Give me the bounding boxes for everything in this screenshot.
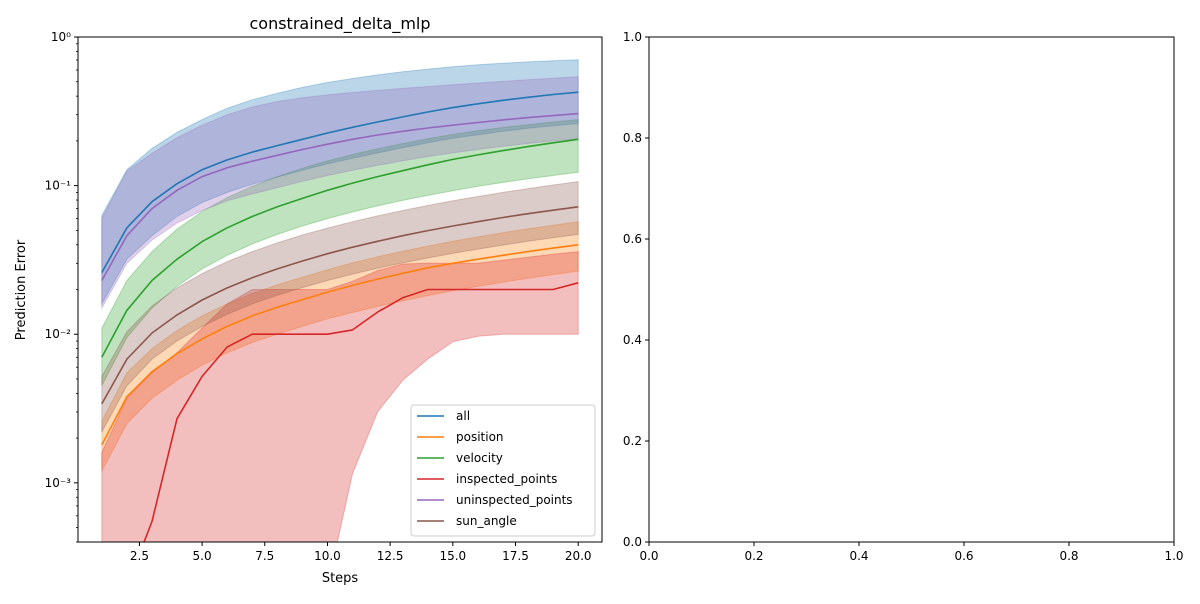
legend-label-position: position — [456, 430, 504, 444]
x-tick-label: 0.0 — [639, 549, 658, 563]
legend-label-sun_angle: sun_angle — [456, 514, 517, 528]
line-inspected_points — [143, 282, 579, 542]
y-tick-label: 0.2 — [623, 434, 642, 448]
right-axes-frame — [648, 36, 1175, 543]
left-axes: 2.5 5.0 7.5 10.0 12.5 15.0 17.5 20.0 10⁻³10⁻²10… — [14, 14, 603, 586]
x-tick-label: 20.0 — [565, 549, 592, 563]
band-sun_angle — [101, 181, 579, 433]
x-axis-label: Steps — [322, 571, 359, 586]
y-tick-label: 10⁻³ — [45, 476, 72, 490]
x-tick-label: 15.0 — [439, 549, 466, 563]
x-tick-label: 17.5 — [502, 549, 529, 563]
band-inspected_points — [101, 251, 579, 542]
right-x-ticks: 0.0 0.2 0.4 0.6 0.8 1.0 — [639, 542, 1184, 563]
line-position — [101, 244, 579, 446]
legend-label-inspected_points: inspected_points — [456, 472, 557, 486]
y-tick-label: 0.0 — [623, 535, 642, 549]
x-tick-label: 5.0 — [193, 549, 212, 563]
legend-items: all position velocity inspected_pointsunins… — [417, 409, 573, 528]
legend-label-all: all — [456, 409, 470, 423]
right-axes: 0.0 0.2 0.4 0.6 0.8 1.0 0.0 0.2 0.4 0.6 0.8 1.0 — [623, 30, 1184, 563]
band-velocity — [101, 119, 579, 387]
y-tick-label: 0.8 — [623, 131, 642, 145]
confidence-bands — [101, 59, 579, 542]
band-uninspected_points — [101, 76, 579, 311]
legend-label-velocity: velocity — [456, 451, 503, 465]
series-lines — [101, 91, 579, 542]
line-sun_angle — [101, 206, 579, 405]
y-tick-label: 0.6 — [623, 232, 642, 246]
y-tick-label: 10⁻² — [45, 327, 72, 341]
left-x-ticks: 2.5 5.0 7.5 10.0 12.5 15.0 17.5 20.0 — [130, 542, 592, 563]
x-tick-label: 10.0 — [314, 549, 341, 563]
x-tick-label: 0.2 — [744, 549, 763, 563]
legend: all position velocity inspected_pointsunins… — [410, 404, 596, 537]
line-uninspected_points — [101, 112, 579, 281]
band-all — [101, 59, 579, 306]
x-tick-label: 2.5 — [130, 549, 149, 563]
band-position — [101, 221, 579, 472]
y-tick-label: 0.4 — [623, 333, 642, 347]
x-tick-label: 0.4 — [849, 549, 868, 563]
right-y-ticks: 0.0 0.2 0.4 0.6 0.8 1.0 — [623, 30, 649, 549]
x-tick-label: 12.5 — [377, 549, 404, 563]
y-axis-label: Prediction Error — [14, 239, 29, 340]
line-all — [101, 91, 579, 273]
chart-title: constrained_delta_mlp — [249, 14, 430, 34]
x-tick-label: 0.8 — [1059, 549, 1078, 563]
line-velocity — [101, 138, 579, 358]
x-tick-label: 7.5 — [255, 549, 274, 563]
x-tick-label: 1.0 — [1164, 549, 1183, 563]
y-tick-label: 1.0 — [623, 30, 642, 44]
legend-label-uninspected_points: uninspected_points — [456, 493, 573, 507]
y-tick-label: 10⁻¹ — [45, 179, 72, 193]
left-y-ticks: 10⁻³ 10⁻² 10⁻¹ 10⁰ — [45, 30, 78, 543]
legend-box — [410, 404, 596, 537]
y-tick-label: 10⁰ — [51, 30, 71, 44]
x-tick-label: 0.6 — [954, 549, 973, 563]
